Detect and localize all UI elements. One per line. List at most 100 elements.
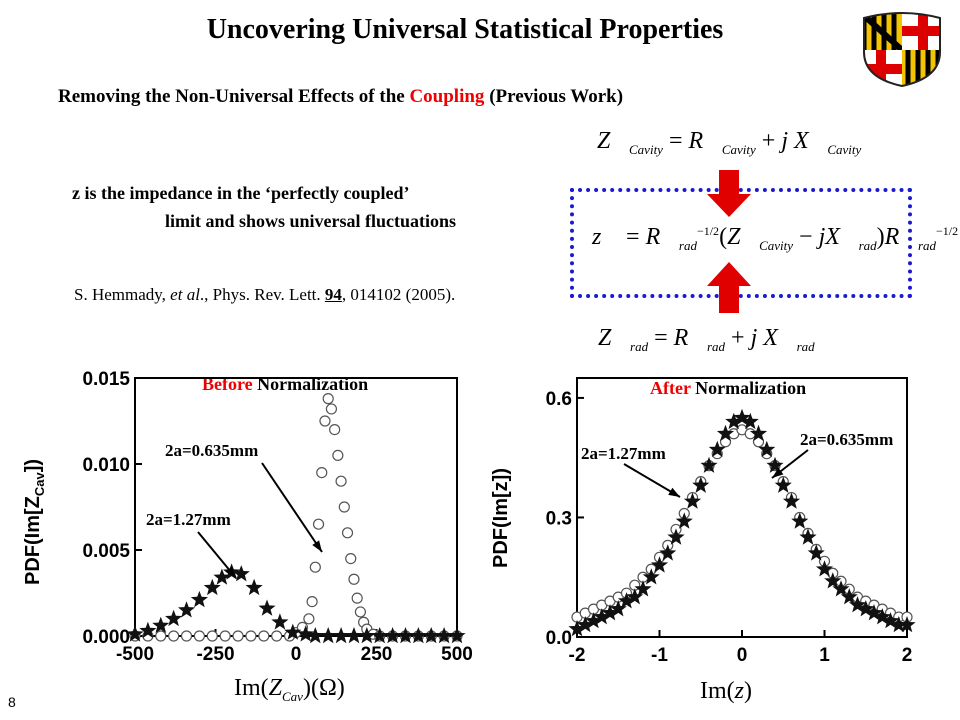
data-point-circle <box>335 475 347 487</box>
data-point-star <box>832 580 850 597</box>
data-point-circle <box>193 630 205 642</box>
data-point-star <box>807 544 825 561</box>
x-tick-label: 250 <box>361 644 393 665</box>
university-logo <box>863 12 941 88</box>
data-point-star <box>152 616 170 633</box>
citation-journal: ., Phys. Rev. Lett. <box>199 285 325 304</box>
data-point-star <box>733 408 751 426</box>
data-point-circle <box>322 393 334 405</box>
annotation-label: 2a=1.27mm <box>146 510 231 529</box>
data-point-star <box>758 440 776 457</box>
data-point-circle <box>325 403 338 415</box>
x-tick-label: 500 <box>441 644 473 665</box>
data-point-star <box>203 578 221 596</box>
data-point-circle <box>271 630 283 642</box>
data-point-star <box>396 627 414 644</box>
data-point-star <box>659 544 677 561</box>
equation-normalized-impedance: z⃗ = R⃗rad−1/2(Z⃗Cavity − jX⃗rad)R⃗rad−1… <box>592 224 959 253</box>
data-point-star <box>840 588 858 605</box>
data-point-star <box>700 456 718 473</box>
data-point-star <box>306 627 324 644</box>
data-point-circle <box>306 596 318 608</box>
data-point-star <box>634 580 652 597</box>
data-point-star <box>873 608 891 625</box>
data-point-star <box>692 476 710 493</box>
annotation-arrowhead <box>312 540 322 552</box>
data-point-star <box>815 560 834 577</box>
citation: S. Hemmady, et al., Phys. Rev. Lett. 94,… <box>74 285 455 305</box>
data-point-star <box>601 604 619 621</box>
data-point-star <box>165 609 183 627</box>
data-point-star <box>642 568 660 585</box>
data-point-star <box>650 556 669 573</box>
data-point-circle <box>338 501 350 513</box>
annotation-arrowhead <box>225 566 236 578</box>
data-point-circle <box>351 592 363 604</box>
data-point-star <box>139 621 157 639</box>
data-point-star <box>448 627 466 644</box>
data-point-star <box>126 625 144 642</box>
data-point-star <box>358 627 376 644</box>
data-point-star <box>593 608 611 625</box>
data-point-star <box>384 627 402 644</box>
data-point-star <box>409 627 427 644</box>
data-point-star <box>332 627 350 644</box>
data-point-circle <box>219 630 231 642</box>
annotation-arrowhead <box>772 467 784 478</box>
data-point-star <box>782 492 801 509</box>
data-point-star <box>857 600 875 617</box>
plot-right-xlabel: Im(z) <box>700 678 752 704</box>
plot-right-title: After Normalization <box>650 378 806 399</box>
data-point-circle <box>168 630 180 642</box>
slide-number: 8 <box>8 694 16 710</box>
subtitle-part1: Removing the Non-Universal Effects of th… <box>58 86 410 107</box>
data-point-star <box>213 568 231 585</box>
data-point-star <box>865 604 883 621</box>
data-point-star <box>716 424 735 442</box>
data-point-circle <box>258 630 270 642</box>
data-point-circle <box>232 630 244 642</box>
data-point-star <box>584 612 603 629</box>
data-point-star <box>774 476 792 493</box>
data-point-star <box>898 616 916 633</box>
data-point-star <box>435 627 453 644</box>
data-point-star <box>258 599 276 616</box>
data-point-circle <box>206 630 218 642</box>
data-point-star <box>683 492 702 509</box>
arrow-up-icon <box>707 262 751 313</box>
y-tick-label: 0.000 <box>82 627 130 648</box>
data-point-star <box>190 590 208 608</box>
data-point-star <box>791 512 809 529</box>
plot-right-title-highlight: After <box>650 378 691 398</box>
data-point-star <box>741 412 759 430</box>
data-point-star <box>890 616 908 633</box>
data-point-star <box>824 572 842 589</box>
data-point-circle <box>155 630 167 642</box>
plot-left-xlabel: Im(ZCav)(Ω) <box>234 675 345 704</box>
data-point-star <box>799 528 817 545</box>
plot-frame <box>134 377 458 637</box>
x-tick-label: -250 <box>196 644 234 665</box>
data-point-circle <box>309 561 321 573</box>
data-point-circle <box>345 553 357 565</box>
annotation-label: 2a=0.635mm <box>165 441 258 460</box>
plot-right-title-rest: Normalization <box>690 378 807 398</box>
citation-authors: S. Hemmady, <box>74 285 171 304</box>
data-point-star <box>708 440 726 457</box>
x-tick-label: -1 <box>651 645 668 666</box>
data-point-star <box>881 612 900 629</box>
arrow-down-icon <box>707 170 751 217</box>
x-tick-label: -2 <box>569 645 586 666</box>
data-point-star <box>848 596 867 613</box>
data-point-star <box>725 412 743 430</box>
data-point-circle <box>354 606 366 618</box>
data-point-circle <box>329 423 341 436</box>
citation-volume: 94 <box>324 285 342 304</box>
data-point-circle <box>312 518 325 530</box>
data-point-circle <box>332 449 344 462</box>
slide-subtitle: Removing the Non-Universal Effects of th… <box>58 86 623 108</box>
data-point-star <box>422 627 440 644</box>
data-point-star <box>245 578 263 596</box>
annotation-arrowhead <box>668 487 680 497</box>
data-point-star <box>232 565 250 582</box>
